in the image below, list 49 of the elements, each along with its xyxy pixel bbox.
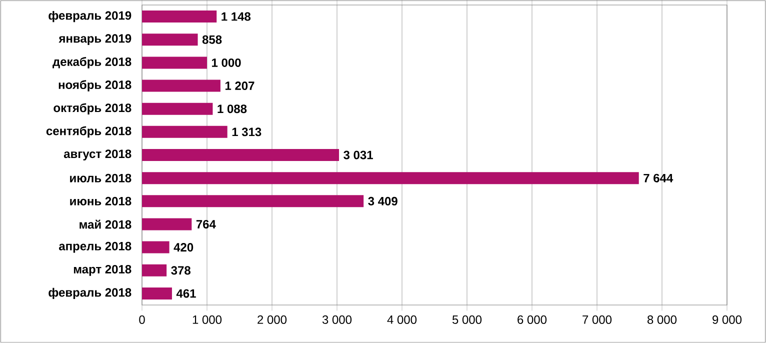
bar: [142, 80, 220, 92]
data-label: 3 031: [344, 150, 373, 160]
bar: [142, 241, 170, 254]
y-tick-label: май 2018: [80, 220, 132, 229]
x-tick-label: 4 000: [387, 315, 417, 324]
bar: [142, 287, 172, 300]
y-tick-label: февраль 2019: [48, 10, 132, 22]
x-tick-label: 2 000: [258, 315, 287, 324]
x-tick-label: 7 000: [582, 315, 612, 324]
x-tick-label: 3 000: [322, 315, 352, 324]
data-label: 7 644: [644, 174, 674, 182]
bar: [142, 149, 340, 161]
bar: [142, 172, 639, 184]
bar: [142, 34, 198, 46]
bar: [142, 102, 213, 115]
y-tick-label: ноябрь 2018: [58, 80, 132, 92]
bar: [142, 10, 217, 23]
data-label: 1 207: [225, 82, 254, 90]
y-tick-label: сентябрь 2018: [46, 126, 132, 138]
x-tick-label: 0: [139, 315, 145, 324]
data-label: 764: [196, 220, 216, 228]
bar: [142, 195, 364, 208]
y-tick-label: август 2018: [64, 150, 132, 160]
data-label: 3 409: [368, 196, 398, 206]
bar: [142, 218, 192, 230]
data-label: 858: [202, 35, 222, 44]
y-tick-label: июнь 2018: [70, 196, 132, 206]
y-tick-label: апрель 2018: [59, 242, 132, 253]
x-tick-label: 9 000: [712, 315, 742, 324]
bar: [142, 126, 228, 138]
data-label: 378: [171, 266, 190, 275]
data-label: 461: [176, 289, 196, 298]
data-label: 1 088: [218, 104, 247, 114]
data-label: 420: [174, 243, 194, 252]
y-tick-label: октябрь 2018: [54, 103, 132, 114]
y-tick-label: февраль 2018: [48, 288, 132, 300]
bar: [142, 264, 167, 276]
y-tick-label: март 2018: [74, 264, 132, 276]
x-tick-label: 5 000: [452, 315, 482, 324]
x-tick-label: 6 000: [518, 315, 547, 324]
x-tick-label: 1 000: [192, 315, 222, 324]
data-label: 1 313: [232, 128, 262, 136]
bar: [142, 56, 207, 69]
data-label: 1 148: [222, 12, 251, 21]
y-tick-label: декабрь 2018: [52, 57, 132, 68]
x-tick-label: 8 000: [648, 315, 677, 324]
y-tick-label: январь 2019: [58, 34, 132, 46]
y-tick-label: июль 2018: [70, 174, 132, 182]
data-label: 1 000: [212, 58, 241, 67]
